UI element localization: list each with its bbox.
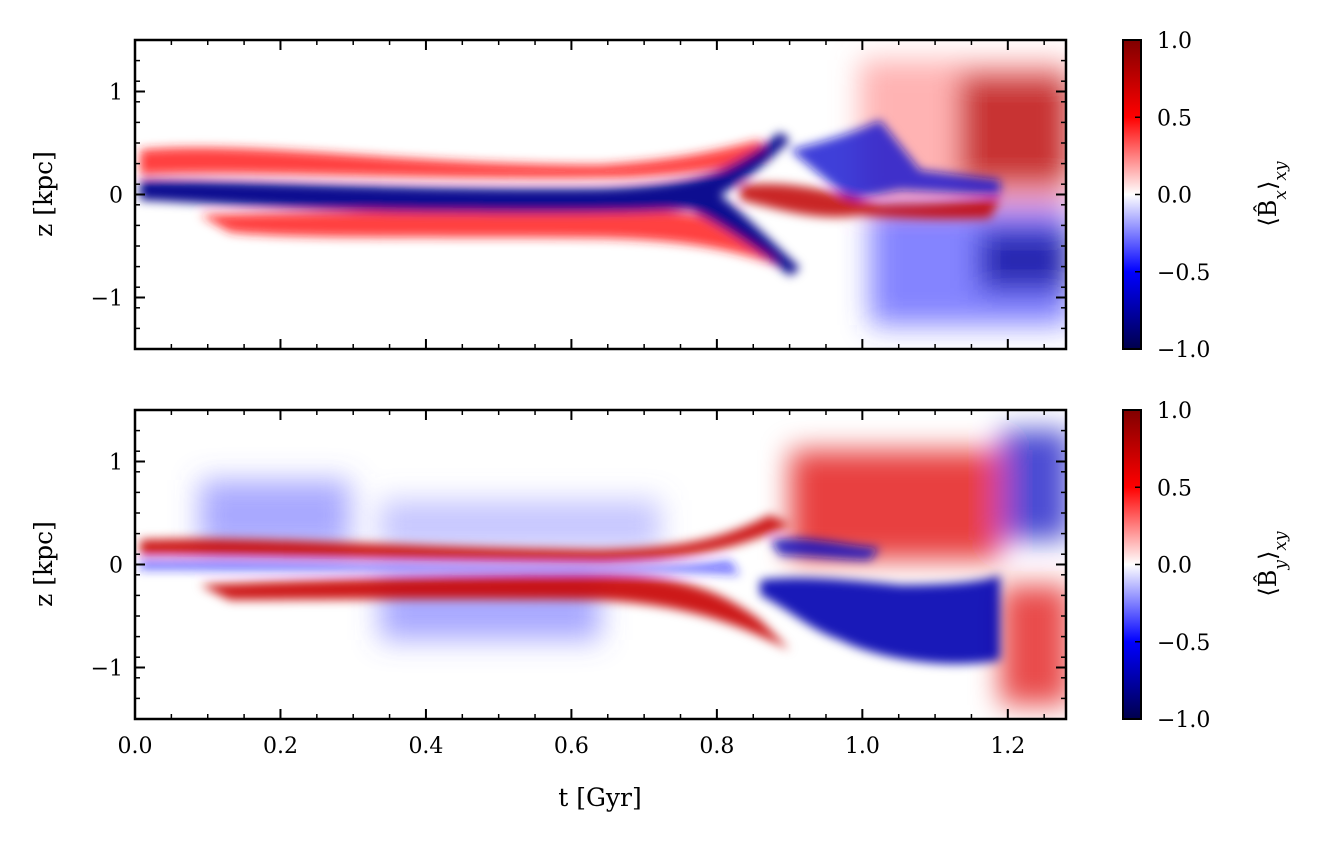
y-tick-label: −1 (91, 657, 123, 682)
ticks-bx: −1 0 1 (91, 39, 1066, 350)
y-tick-label: 0 (109, 184, 123, 209)
y-tick-label: 1 (109, 81, 123, 106)
colorbar-ticks-bx: −1.0 −0.5 0.0 0.5 1.0 (1135, 29, 1210, 363)
colorbar-tick-label: 1.0 (1157, 399, 1192, 424)
colorbar-ticks-by: −1.0 −0.5 0.0 0.5 1.0 (1135, 399, 1210, 733)
colorbar-tick-label: 0.5 (1157, 476, 1192, 501)
x-tick-label: 0.2 (263, 734, 298, 759)
red-fragment-center (740, 183, 1000, 219)
ylabel-bx: z [kpc] (29, 151, 58, 237)
blue-region-lower-right (760, 575, 1000, 664)
colorbar-tick-label: 0.0 (1157, 554, 1192, 579)
region-upper-blue-far-right (1000, 430, 1066, 540)
colorbar-tick-label: −0.5 (1157, 631, 1210, 656)
y-tick-label: 0 (109, 554, 123, 579)
y-tick-label: 1 (109, 451, 123, 476)
colorbar-tick-label: −0.5 (1157, 261, 1210, 286)
heatmap-bx (140, 60, 1066, 325)
blue-fragment-upper (790, 120, 1000, 200)
region-upper-right-darkred (960, 75, 1066, 185)
region-upper-blue-mid (380, 500, 660, 550)
blue-fragment-by (770, 538, 880, 560)
region-lower-right-darkblue (980, 230, 1066, 290)
xlabel-by: t [Gyr] (558, 783, 642, 812)
ylabel-by: z [kpc] (29, 521, 58, 607)
colorbar-tick-label: −1.0 (1157, 338, 1210, 363)
lower-red-band-by (200, 575, 790, 650)
region-upper-blue-left (200, 480, 350, 550)
main-blue-band (140, 132, 800, 276)
panel-by: 0.0 0.2 0.4 0.6 0.8 1.0 1.2 −1 0 1 z [kpc] t [Gyr… (29, 399, 1291, 812)
x-tick-label: 0.4 (408, 734, 443, 759)
x-tick-label: 1.2 (990, 734, 1025, 759)
colorbar-tick-label: 1.0 (1157, 29, 1192, 54)
upper-red-band-by (140, 515, 790, 562)
center-blue-band-by (140, 560, 740, 575)
y-tick-label: −1 (91, 287, 123, 312)
heatmap-by (140, 430, 1066, 705)
colorbar-tick-label: 0.0 (1157, 184, 1192, 209)
x-tick-label: 0.6 (554, 734, 589, 759)
x-tick-label: 0.8 (699, 734, 734, 759)
upper-red-band (140, 140, 770, 179)
ticks-by: 0.0 0.2 0.4 0.6 0.8 1.0 1.2 −1 0 1 (91, 409, 1066, 759)
x-tick-label: 0.0 (118, 734, 153, 759)
panel-bx: −1 0 1 z [kpc] −1.0 −0.5 0.0 0.5 1.0 ⟨B̂x⟩xy (29, 29, 1291, 363)
lower-red-band (200, 209, 790, 270)
colorbar-label-by: ⟨B̂y⟩xy (1254, 531, 1291, 597)
colorbar-tick-label: 0.5 (1157, 106, 1192, 131)
colorbar-tick-label: −1.0 (1157, 708, 1210, 733)
x-tick-label: 1.0 (845, 734, 880, 759)
colorbar-label-bx: ⟨B̂x⟩xy (1254, 161, 1291, 227)
region-lower-red-far-right (1000, 585, 1066, 705)
